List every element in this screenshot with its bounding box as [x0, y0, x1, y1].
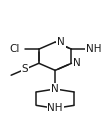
Text: N: N: [73, 58, 81, 68]
Text: N: N: [57, 37, 65, 47]
Text: S: S: [22, 64, 28, 74]
Text: N: N: [51, 84, 59, 94]
Text: NH: NH: [86, 44, 101, 54]
Text: Cl: Cl: [10, 44, 20, 54]
Text: NH: NH: [47, 103, 63, 113]
